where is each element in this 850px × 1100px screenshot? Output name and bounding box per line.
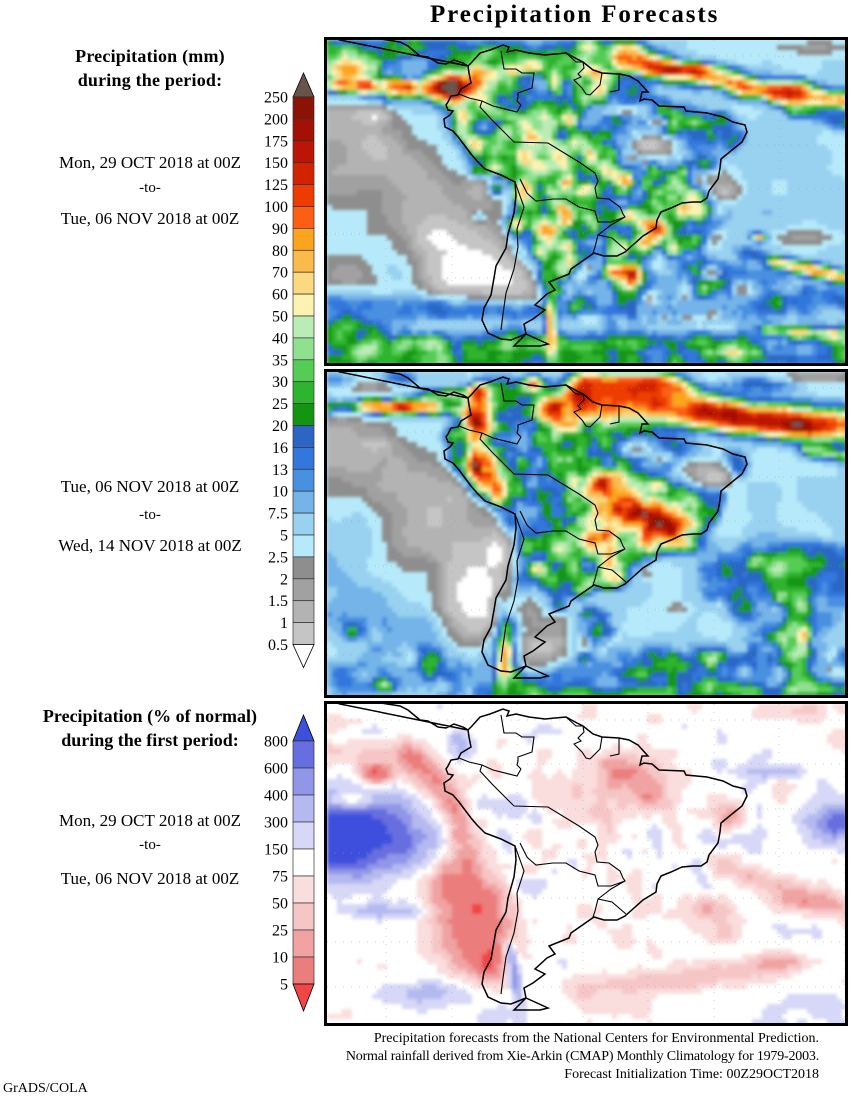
svg-text:10: 10 xyxy=(272,950,288,967)
svg-text:2: 2 xyxy=(280,571,288,588)
svg-text:5: 5 xyxy=(280,528,288,545)
svg-text:125: 125 xyxy=(264,177,288,194)
svg-text:16: 16 xyxy=(272,440,288,457)
svg-text:200: 200 xyxy=(264,111,288,128)
svg-text:150: 150 xyxy=(264,842,288,859)
svg-text:150: 150 xyxy=(264,155,288,172)
svg-text:800: 800 xyxy=(264,734,288,751)
svg-text:10: 10 xyxy=(272,484,288,501)
svg-text:600: 600 xyxy=(264,761,288,778)
svg-text:5: 5 xyxy=(280,977,288,994)
svg-text:50: 50 xyxy=(272,896,288,913)
svg-text:50: 50 xyxy=(272,309,288,326)
svg-text:100: 100 xyxy=(264,199,288,216)
svg-text:13: 13 xyxy=(272,462,288,479)
svg-text:70: 70 xyxy=(272,265,288,282)
svg-text:20: 20 xyxy=(272,418,288,435)
svg-text:80: 80 xyxy=(272,243,288,260)
svg-text:250: 250 xyxy=(264,90,288,107)
svg-text:175: 175 xyxy=(264,133,288,150)
svg-text:2.5: 2.5 xyxy=(268,549,288,566)
svg-text:1: 1 xyxy=(280,615,288,632)
svg-text:1.5: 1.5 xyxy=(268,593,288,610)
svg-text:400: 400 xyxy=(264,788,288,805)
svg-text:30: 30 xyxy=(272,374,288,391)
svg-text:25: 25 xyxy=(272,923,288,940)
svg-text:7.5: 7.5 xyxy=(268,506,288,523)
svg-text:0.5: 0.5 xyxy=(268,637,288,654)
svg-text:60: 60 xyxy=(272,287,288,304)
svg-text:35: 35 xyxy=(272,352,288,369)
svg-text:40: 40 xyxy=(272,330,288,347)
svg-text:25: 25 xyxy=(272,396,288,413)
svg-text:90: 90 xyxy=(272,221,288,238)
svg-text:75: 75 xyxy=(272,869,288,886)
svg-text:300: 300 xyxy=(264,815,288,832)
